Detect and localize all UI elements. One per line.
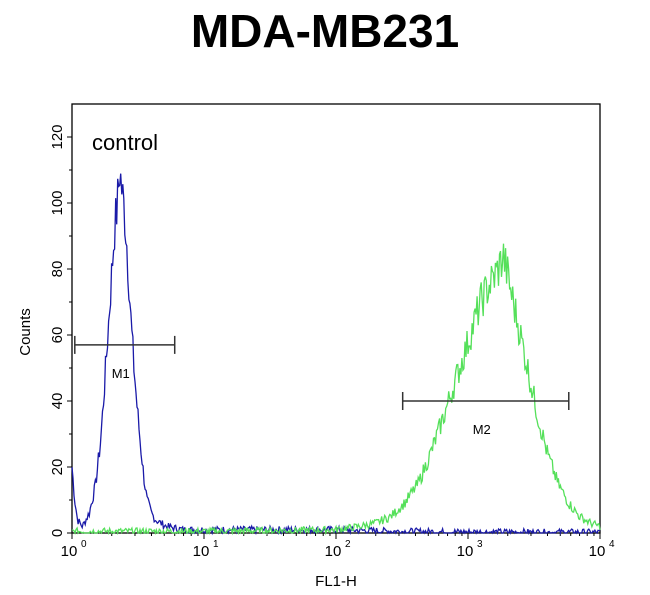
x-tick-exponent: 2 (345, 539, 351, 550)
gate-label: M1 (112, 366, 130, 381)
x-tick-label: 10 (61, 543, 78, 560)
y-tick-label: 80 (49, 261, 66, 278)
x-axis-title: FL1-H (315, 573, 357, 590)
control-annotation: control (92, 130, 158, 155)
gate-layer: M1 M2 (74, 335, 570, 437)
histogram-series-2 (71, 243, 601, 536)
x-tick-label: 10 (457, 543, 474, 560)
histogram-series-1 (71, 173, 601, 536)
gate-label: M2 (473, 422, 491, 437)
x-tick-label: 10 (325, 543, 342, 560)
y-axis-title: Counts (17, 308, 34, 356)
series-layer (71, 173, 601, 536)
x-tick-exponent: 0 (81, 539, 87, 550)
chart-title: MDA-MB231 (190, 5, 460, 57)
y-tick-label: 60 (49, 327, 66, 344)
x-tick-exponent: 3 (477, 539, 483, 550)
plot-frame (71, 103, 601, 534)
x-tick-label: 10 (193, 543, 210, 560)
y-tick-label: 100 (49, 190, 66, 215)
x-tick-label: 10 (589, 543, 606, 560)
y-tick-label: 0 (49, 529, 66, 537)
y-tick-label: 40 (49, 393, 66, 410)
x-tick-exponent: 1 (213, 539, 219, 550)
y-tick-label: 20 (49, 459, 66, 476)
x-tick-exponent: 4 (609, 539, 615, 550)
y-tick-label: 120 (49, 124, 66, 149)
